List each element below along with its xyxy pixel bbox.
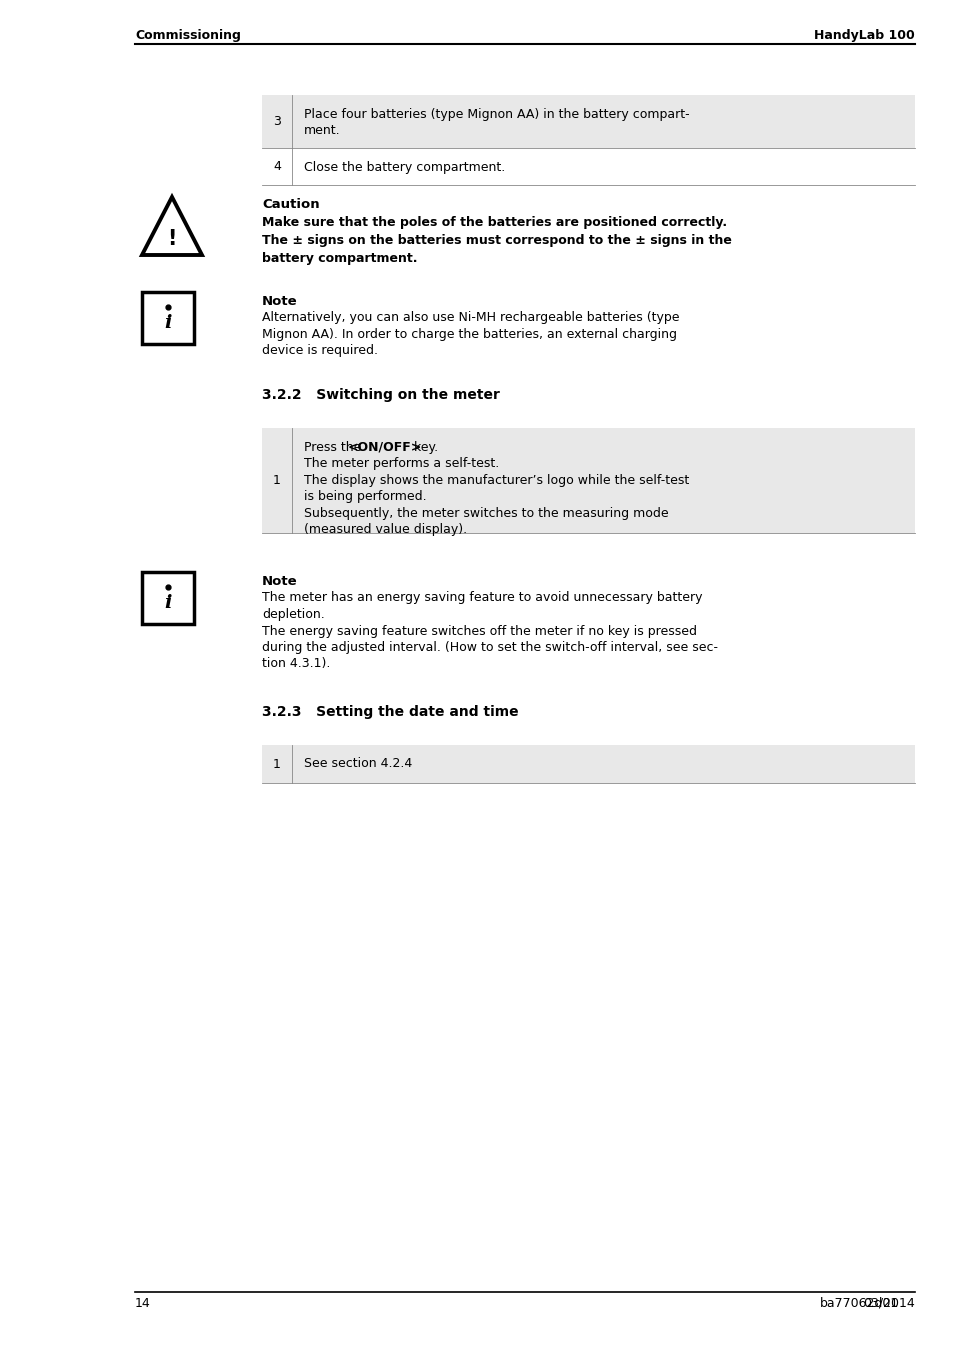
Text: !: ! bbox=[167, 230, 176, 248]
Text: 3.2.2   Switching on the meter: 3.2.2 Switching on the meter bbox=[262, 387, 499, 402]
Text: Place four batteries (type Mignon AA) in the battery compart-: Place four batteries (type Mignon AA) in… bbox=[304, 108, 689, 122]
Text: The energy saving feature switches off the meter if no key is pressed: The energy saving feature switches off t… bbox=[262, 625, 697, 637]
Text: device is required.: device is required. bbox=[262, 344, 377, 358]
Text: ba77062d01: ba77062d01 bbox=[820, 1297, 899, 1310]
Text: 3.2.3   Setting the date and time: 3.2.3 Setting the date and time bbox=[262, 705, 518, 720]
Text: key.: key. bbox=[410, 441, 437, 454]
Text: Subsequently, the meter switches to the measuring mode: Subsequently, the meter switches to the … bbox=[304, 508, 668, 520]
Text: Mignon AA). In order to charge the batteries, an external charging: Mignon AA). In order to charge the batte… bbox=[262, 328, 677, 342]
Text: i: i bbox=[164, 313, 172, 332]
Text: tion 4.3.1).: tion 4.3.1). bbox=[262, 657, 330, 671]
Text: 03/2014: 03/2014 bbox=[862, 1297, 914, 1310]
Text: Commissioning: Commissioning bbox=[135, 28, 240, 42]
Text: Press the: Press the bbox=[304, 441, 365, 454]
Text: Note: Note bbox=[262, 575, 297, 589]
Text: depletion.: depletion. bbox=[262, 608, 324, 621]
Text: The display shows the manufacturer’s logo while the self-test: The display shows the manufacturer’s log… bbox=[304, 474, 688, 487]
Text: Caution: Caution bbox=[262, 198, 319, 211]
Text: ment.: ment. bbox=[304, 124, 340, 138]
Text: i: i bbox=[164, 594, 172, 612]
Text: battery compartment.: battery compartment. bbox=[262, 252, 417, 266]
Text: Note: Note bbox=[262, 296, 297, 308]
FancyBboxPatch shape bbox=[142, 292, 193, 344]
FancyBboxPatch shape bbox=[262, 428, 914, 533]
Text: Make sure that the poles of the batteries are positioned correctly.: Make sure that the poles of the batterie… bbox=[262, 216, 726, 230]
Text: The ± signs on the batteries must correspond to the ± signs in the: The ± signs on the batteries must corres… bbox=[262, 235, 731, 247]
Polygon shape bbox=[142, 197, 202, 255]
Text: 1: 1 bbox=[273, 757, 280, 771]
Text: 14: 14 bbox=[135, 1297, 151, 1310]
Text: <ON/OFF>: <ON/OFF> bbox=[348, 441, 422, 454]
FancyBboxPatch shape bbox=[142, 572, 193, 624]
Text: HandyLab 100: HandyLab 100 bbox=[814, 28, 914, 42]
FancyBboxPatch shape bbox=[262, 95, 914, 148]
Text: The meter performs a self-test.: The meter performs a self-test. bbox=[304, 458, 498, 471]
Text: Alternatively, you can also use Ni-MH rechargeable batteries (type: Alternatively, you can also use Ni-MH re… bbox=[262, 312, 679, 324]
FancyBboxPatch shape bbox=[262, 745, 914, 783]
Text: (measured value display).: (measured value display). bbox=[304, 524, 467, 536]
Text: Close the battery compartment.: Close the battery compartment. bbox=[304, 161, 505, 174]
Text: 4: 4 bbox=[273, 161, 280, 173]
Text: 3: 3 bbox=[273, 115, 280, 128]
Text: 1: 1 bbox=[273, 474, 280, 487]
Text: The meter has an energy saving feature to avoid unnecessary battery: The meter has an energy saving feature t… bbox=[262, 591, 701, 605]
Text: is being performed.: is being performed. bbox=[304, 490, 426, 504]
Text: during the adjusted interval. (How to set the switch-off interval, see sec-: during the adjusted interval. (How to se… bbox=[262, 641, 718, 653]
Text: See section 4.2.4: See section 4.2.4 bbox=[304, 757, 412, 769]
